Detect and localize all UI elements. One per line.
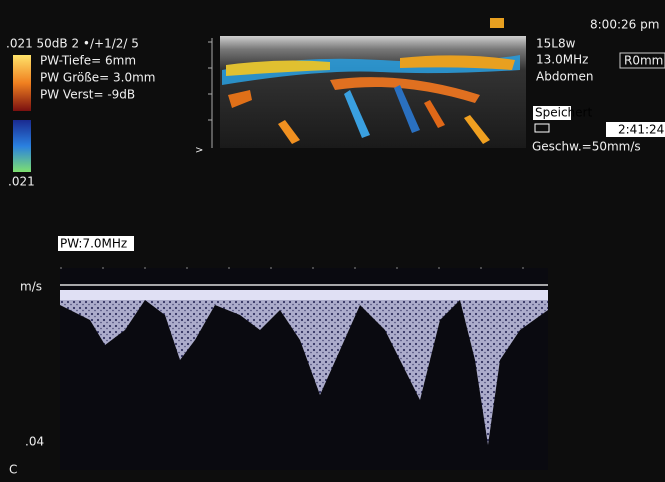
status: Speichert: [535, 106, 592, 120]
time: 8:00:26 pm: [590, 18, 659, 32]
spectral-doppler: [60, 267, 548, 470]
pw-label-box: [58, 236, 134, 251]
offset-box: [619, 52, 665, 69]
probe: 15L8w: [536, 37, 576, 51]
setting: PW-Tiefe= 6mm: [40, 54, 136, 68]
preset: Abdomen: [536, 70, 593, 84]
scale-label: .021: [8, 175, 35, 189]
status-box: [533, 106, 571, 120]
setting: PW Verst= -9dB: [40, 88, 135, 102]
color-bar-negative: [13, 120, 31, 172]
sweep-speed: Geschw.=50mm/s: [532, 140, 641, 154]
clip-icon: [534, 123, 550, 133]
setting: PW Größe= 3.0mm: [40, 71, 156, 85]
color-doppler-image: >: [195, 18, 526, 156]
svg-text:>: >: [195, 145, 203, 156]
header-line: .021 50dB 2 •/+1/2/ 5: [6, 37, 139, 51]
offset: R0mm: [624, 54, 663, 68]
corner-mark: C: [9, 463, 17, 477]
clip-time: 2:41:24: [618, 123, 664, 137]
color-bar-positive: [13, 55, 31, 111]
velocity-scale: .04: [25, 435, 44, 449]
pw-label: PW:7.0MHz: [60, 237, 127, 251]
clip-time-box: [606, 122, 665, 137]
velocity-unit: m/s: [20, 280, 42, 294]
frequency: 13.0MHz: [536, 53, 588, 67]
